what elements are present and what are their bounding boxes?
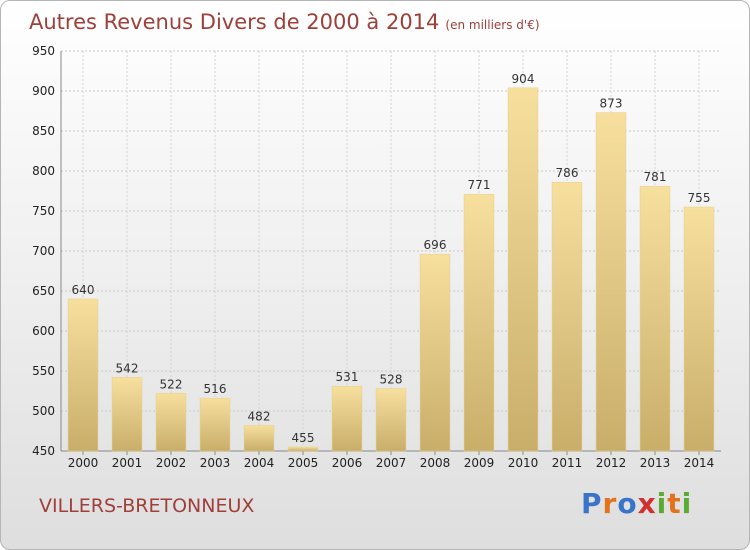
x-tick-label: 2007 xyxy=(376,456,407,470)
x-tick-label: 2001 xyxy=(112,456,143,470)
bar-2010 xyxy=(507,87,539,452)
bar-2005 xyxy=(287,446,319,452)
bar-2008 xyxy=(419,253,451,452)
data-label-2007: 528 xyxy=(380,373,403,387)
bar-2012 xyxy=(595,112,627,452)
bar-2011 xyxy=(551,181,583,452)
x-tick-label: 2003 xyxy=(200,456,231,470)
x-tick-label: 2014 xyxy=(684,456,715,470)
logo-letter: i xyxy=(681,487,693,520)
data-label-2004: 482 xyxy=(248,409,271,423)
logo-letter: x xyxy=(637,487,657,520)
data-label-2009: 771 xyxy=(468,178,491,192)
y-tick-label: 850 xyxy=(32,124,55,138)
bar-2009 xyxy=(463,193,495,452)
bar-2001 xyxy=(111,377,143,452)
y-tick-label: 750 xyxy=(32,204,55,218)
x-tick-label: 2013 xyxy=(640,456,671,470)
data-label-2001: 542 xyxy=(116,361,139,375)
y-tick-label: 900 xyxy=(32,84,55,98)
x-tick-label: 2002 xyxy=(156,456,187,470)
bar-2013 xyxy=(639,185,671,452)
logo-letter: P xyxy=(581,487,603,520)
data-label-2002: 522 xyxy=(160,377,183,391)
proxiti-logo[interactable]: Proxiti xyxy=(581,487,692,520)
location-name: VILLERS-BRETONNEUX xyxy=(39,495,255,517)
data-label-2003: 516 xyxy=(204,382,227,396)
logo-letter: t xyxy=(667,487,682,520)
bar-2014 xyxy=(683,206,715,452)
chart-unit: (en milliers d'€) xyxy=(445,18,540,32)
data-label-2013: 781 xyxy=(644,170,667,184)
logo-letter: r xyxy=(602,487,618,520)
logo-letter: i xyxy=(656,487,668,520)
y-tick-label: 800 xyxy=(32,164,55,178)
y-tick-label: 450 xyxy=(32,444,55,458)
bar-2007 xyxy=(375,388,407,452)
x-tick-label: 2012 xyxy=(596,456,627,470)
x-tick-label: 2008 xyxy=(420,456,451,470)
x-tick-label: 2009 xyxy=(464,456,495,470)
y-tick-label: 700 xyxy=(32,244,55,258)
chart-title: Autres Revenus Divers de 2000 à 2014 (en … xyxy=(29,10,540,34)
x-tick-label: 2005 xyxy=(288,456,319,470)
x-tick-label: 2004 xyxy=(244,456,275,470)
bar-2000 xyxy=(67,298,99,452)
data-label-2005: 455 xyxy=(292,431,315,445)
y-tick-label: 550 xyxy=(32,364,55,378)
data-label-2006: 531 xyxy=(336,370,359,384)
data-label-2000: 640 xyxy=(72,283,95,297)
x-tick-label: 2000 xyxy=(68,456,99,470)
chart-title-text: Autres Revenus Divers de 2000 à 2014 xyxy=(29,10,440,34)
data-label-2011: 786 xyxy=(556,166,579,180)
bar-2003 xyxy=(199,397,231,452)
x-tick-label: 2010 xyxy=(508,456,539,470)
bar-2002 xyxy=(155,393,187,452)
x-tick-label: 2006 xyxy=(332,456,363,470)
data-label-2012: 873 xyxy=(600,97,623,111)
x-tick-label: 2011 xyxy=(552,456,583,470)
y-tick-label: 500 xyxy=(32,404,55,418)
data-label-2014: 755 xyxy=(688,191,711,205)
data-label-2008: 696 xyxy=(424,238,447,252)
y-tick-label: 600 xyxy=(32,324,55,338)
bar-2006 xyxy=(331,385,363,452)
y-tick-label: 950 xyxy=(32,44,55,58)
data-label-2010: 904 xyxy=(512,72,535,86)
bar-2004 xyxy=(243,425,275,452)
y-tick-label: 650 xyxy=(32,284,55,298)
logo-letter: o xyxy=(617,487,638,520)
